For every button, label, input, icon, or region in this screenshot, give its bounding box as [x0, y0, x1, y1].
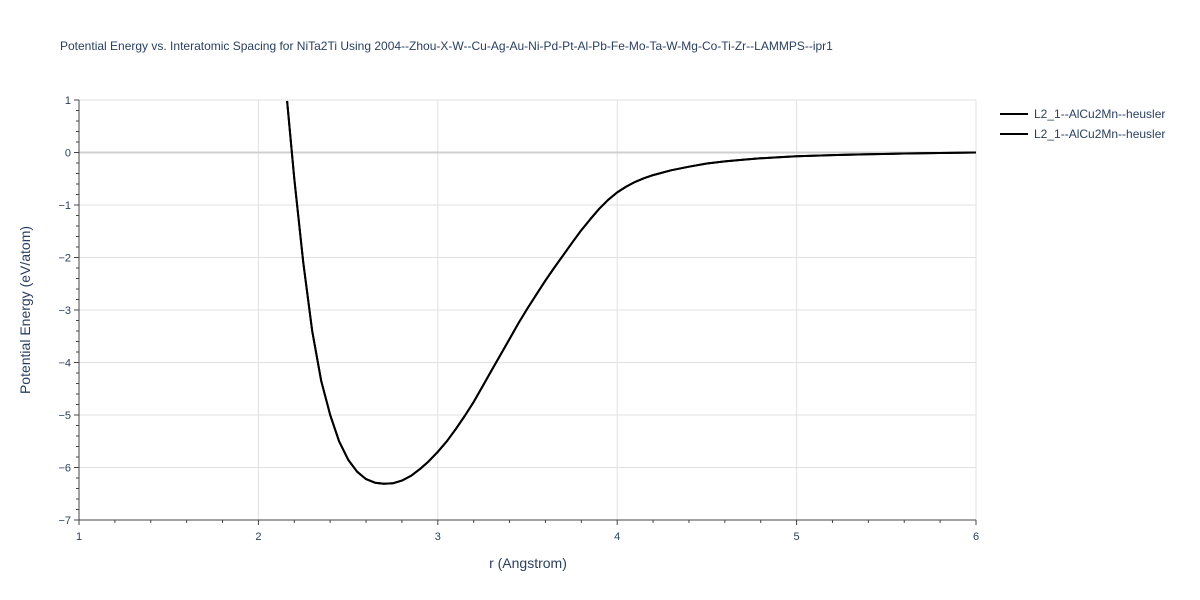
x-tick-label: 1: [76, 531, 82, 543]
x-tick-label: 2: [255, 531, 261, 543]
y-tick-label: −2: [58, 253, 71, 265]
grid: [79, 99, 977, 520]
y-tick-label: −4: [58, 358, 71, 370]
x-tick-label: 6: [973, 531, 979, 543]
x-axis-title: r (Angstrom): [489, 555, 567, 571]
tick-labels: 1 2 3 4 5 6 1 0 −1 −2 −3 −4 −5 −6 −7: [58, 95, 979, 543]
y-tick-label: −6: [58, 463, 71, 475]
legend-label-1: L2_1--AlCu2Mn--heusler: [1034, 107, 1165, 121]
y-tick-label: −1: [58, 200, 71, 212]
x-tick-label: 5: [794, 531, 800, 543]
legend: L2_1--AlCu2Mn--heusler L2_1--AlCu2Mn--heu…: [1000, 107, 1165, 141]
plot-area: [286, 100, 977, 485]
legend-label-2: L2_1--AlCu2Mn--heusler: [1034, 127, 1165, 141]
y-tick-label: −3: [58, 305, 71, 317]
y-tick-label: −5: [58, 410, 71, 422]
y-tick-label: 0: [65, 148, 71, 160]
series-line-1: [286, 100, 977, 485]
y-tick-label: −7: [58, 515, 71, 527]
x-tick-label: 4: [614, 531, 620, 543]
series-line-2: [286, 100, 977, 485]
chart-title: Potential Energy vs. Interatomic Spacing…: [60, 39, 833, 53]
x-tick-label: 3: [435, 531, 441, 543]
axes: [74, 99, 977, 525]
y-tick-label: 1: [65, 95, 71, 107]
y-axis-title: Potential Energy (eV/atom): [17, 226, 33, 394]
